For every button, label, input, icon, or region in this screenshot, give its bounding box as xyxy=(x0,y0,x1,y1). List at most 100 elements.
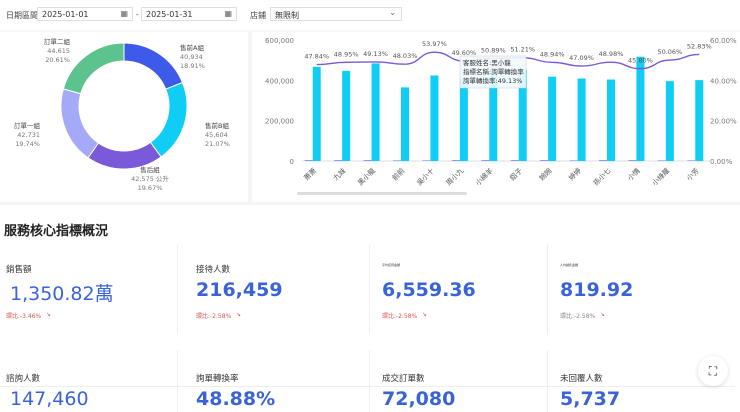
donut-panel: 售前A組 40,934 18.91% 售前B組 45,604 21.07% 售后組 42,57… xyxy=(0,32,248,202)
divider xyxy=(0,386,735,387)
calendar-icon[interactable]: ▦ xyxy=(120,9,128,18)
segment-pct: 21.07% xyxy=(205,140,230,148)
metric-label: 未回覆人數 xyxy=(560,374,603,384)
metric-label: 諮詢人數 xyxy=(6,374,41,384)
metric-value: 1,350.82萬 xyxy=(10,283,114,305)
donut-segment xyxy=(123,42,184,90)
y-right-tick: 0.00% xyxy=(710,158,733,166)
filter-bar: 日期區間 2025-01-01 ▦ - 2025-01-31 ▦ 店鋪 無限制 ⌄ xyxy=(0,0,740,30)
segment-value: 44,615 xyxy=(47,47,70,55)
bar xyxy=(607,79,615,161)
line-data-label: 51.21% xyxy=(510,46,535,54)
start-date-input[interactable]: 2025-01-01 ▦ xyxy=(37,7,133,21)
bar xyxy=(342,70,351,161)
x-tick-label: 九妹 xyxy=(331,166,347,182)
line-data-label: 50.06% xyxy=(657,48,682,56)
segment-name: 售前B組 xyxy=(205,121,229,130)
metric-card: 銷售額 1,350.82萬 環比:-3.46% ↘ xyxy=(0,245,178,335)
bar xyxy=(371,63,380,161)
horizontal-scrollbar[interactable] xyxy=(297,192,467,195)
metric-card: 未回覆人數 5,737 xyxy=(548,350,698,412)
bar xyxy=(312,66,321,161)
line-data-label: 47.84% xyxy=(304,53,329,61)
metric-card: 諮詢人數 147,460 xyxy=(0,350,178,412)
y-left-tick: 600,000 xyxy=(265,37,294,45)
donut-segment xyxy=(87,141,162,170)
x-tick-label: 婉婉 xyxy=(537,166,553,182)
metric-label: 平均接待金額 xyxy=(382,263,401,267)
metric-card: 成交訂單數 72,080 xyxy=(370,350,548,412)
fullscreen-button[interactable]: ⛶ xyxy=(698,356,728,386)
tooltip-box xyxy=(459,55,527,89)
segment-pct: 18.91% xyxy=(180,62,205,70)
trend-down-icon: ↘ xyxy=(600,311,606,318)
metric-change: 環比:-3.46% xyxy=(6,313,42,320)
segment-name: 訂單一組 xyxy=(14,121,41,130)
bar-secondary xyxy=(451,160,460,161)
line-data-label: 48.95% xyxy=(334,50,359,58)
bar-secondary xyxy=(304,160,313,161)
bar-secondary xyxy=(540,160,549,161)
metric-label: 成交訂單數 xyxy=(382,374,425,384)
calendar-icon[interactable]: ▦ xyxy=(224,9,232,18)
x-tick-label: 孫小七 xyxy=(591,166,612,187)
x-tick-label: 小綠蘿 xyxy=(650,166,671,187)
segment-value: 40,934 xyxy=(180,53,203,61)
line-data-label: 45.80% xyxy=(628,57,653,65)
metric-change: 環比:-2.58% xyxy=(560,313,596,320)
segment-value: 45,604 xyxy=(205,131,228,139)
bar xyxy=(695,80,704,161)
bar xyxy=(459,78,468,161)
bar xyxy=(577,78,586,161)
line-data-label: 53.97% xyxy=(422,40,447,48)
segment-value: 42,731 xyxy=(17,131,40,139)
x-tick-label: 黑小龍 xyxy=(356,166,377,187)
y-right-tick: 40.00% xyxy=(710,77,737,85)
y-left-tick: 200,000 xyxy=(265,118,294,126)
metric-value: 819.92 xyxy=(560,279,634,301)
date-range-label: 日期區間 xyxy=(6,11,38,20)
end-date-value: 2025-01-31 xyxy=(146,10,193,19)
y-left-tick: 400,000 xyxy=(265,77,294,85)
x-tick-label: 鋁子 xyxy=(508,166,524,182)
bar xyxy=(489,74,498,161)
store-select[interactable]: 無限制 ⌄ xyxy=(270,7,402,21)
bar xyxy=(636,56,645,161)
metric-value: 48.88% xyxy=(196,388,276,410)
segment-name: 售前A組 xyxy=(180,43,204,52)
metric-card: 平均接待金額 6,559.36 環比:-2.58% ↘ xyxy=(370,245,548,335)
bar xyxy=(430,75,439,161)
bar-line-chart: 0 200,000 400,000 600,000 0.00% 20.00% 40.00% 6… xyxy=(265,37,737,195)
metric-label: 人均銷售金額 xyxy=(560,263,579,267)
store-value: 無限制 xyxy=(275,11,299,20)
trend-down-icon: ↘ xyxy=(422,311,428,318)
core-metrics-section: 服務核心指標概況 銷售額 1,350.82萬 環比:-3.46% ↘ 接待人數 216… xyxy=(0,205,740,412)
metric-label: 詢單轉換率 xyxy=(196,374,239,384)
line-data-label: 49.60% xyxy=(451,49,476,57)
metric-value: 72,080 xyxy=(382,388,456,410)
bar xyxy=(518,70,527,161)
x-tick-label: 吳小十 xyxy=(415,166,436,187)
segment-pct: 20.61% xyxy=(45,56,70,64)
scan-icon: ⛶ xyxy=(708,364,718,378)
section-title: 服務核心指標概況 xyxy=(4,224,109,239)
donut-segment xyxy=(149,81,188,158)
metric-card: 接待人數 216,459 環比:-2.58% ↘ xyxy=(178,245,370,335)
metric-value: 5,737 xyxy=(560,388,621,410)
tooltip-line: 指標名稱:詢單轉換率 xyxy=(463,67,524,76)
metric-value: 147,460 xyxy=(10,388,89,410)
end-date-input[interactable]: 2025-01-31 ▦ xyxy=(141,7,237,21)
store-label: 店鋪 xyxy=(250,11,266,20)
x-tick-label: 婷婷 xyxy=(567,166,583,182)
segment-value: 42,575 公升 xyxy=(131,174,169,183)
x-tick-label: 小綿羊 xyxy=(473,166,494,187)
start-date-value: 2025-01-01 xyxy=(42,10,89,19)
bar-line-panel: 0 200,000 400,000 600,000 0.00% 20.00% 40.00% 6… xyxy=(252,32,740,202)
segment-pct: 19.67% xyxy=(138,184,163,192)
trend-down-icon: ↘ xyxy=(46,311,52,318)
x-tick-label: 周小九 xyxy=(444,166,465,187)
line-data-label: 49.13% xyxy=(363,50,388,58)
y-right-tick: 20.00% xyxy=(710,118,737,126)
bar-secondary xyxy=(334,160,343,161)
